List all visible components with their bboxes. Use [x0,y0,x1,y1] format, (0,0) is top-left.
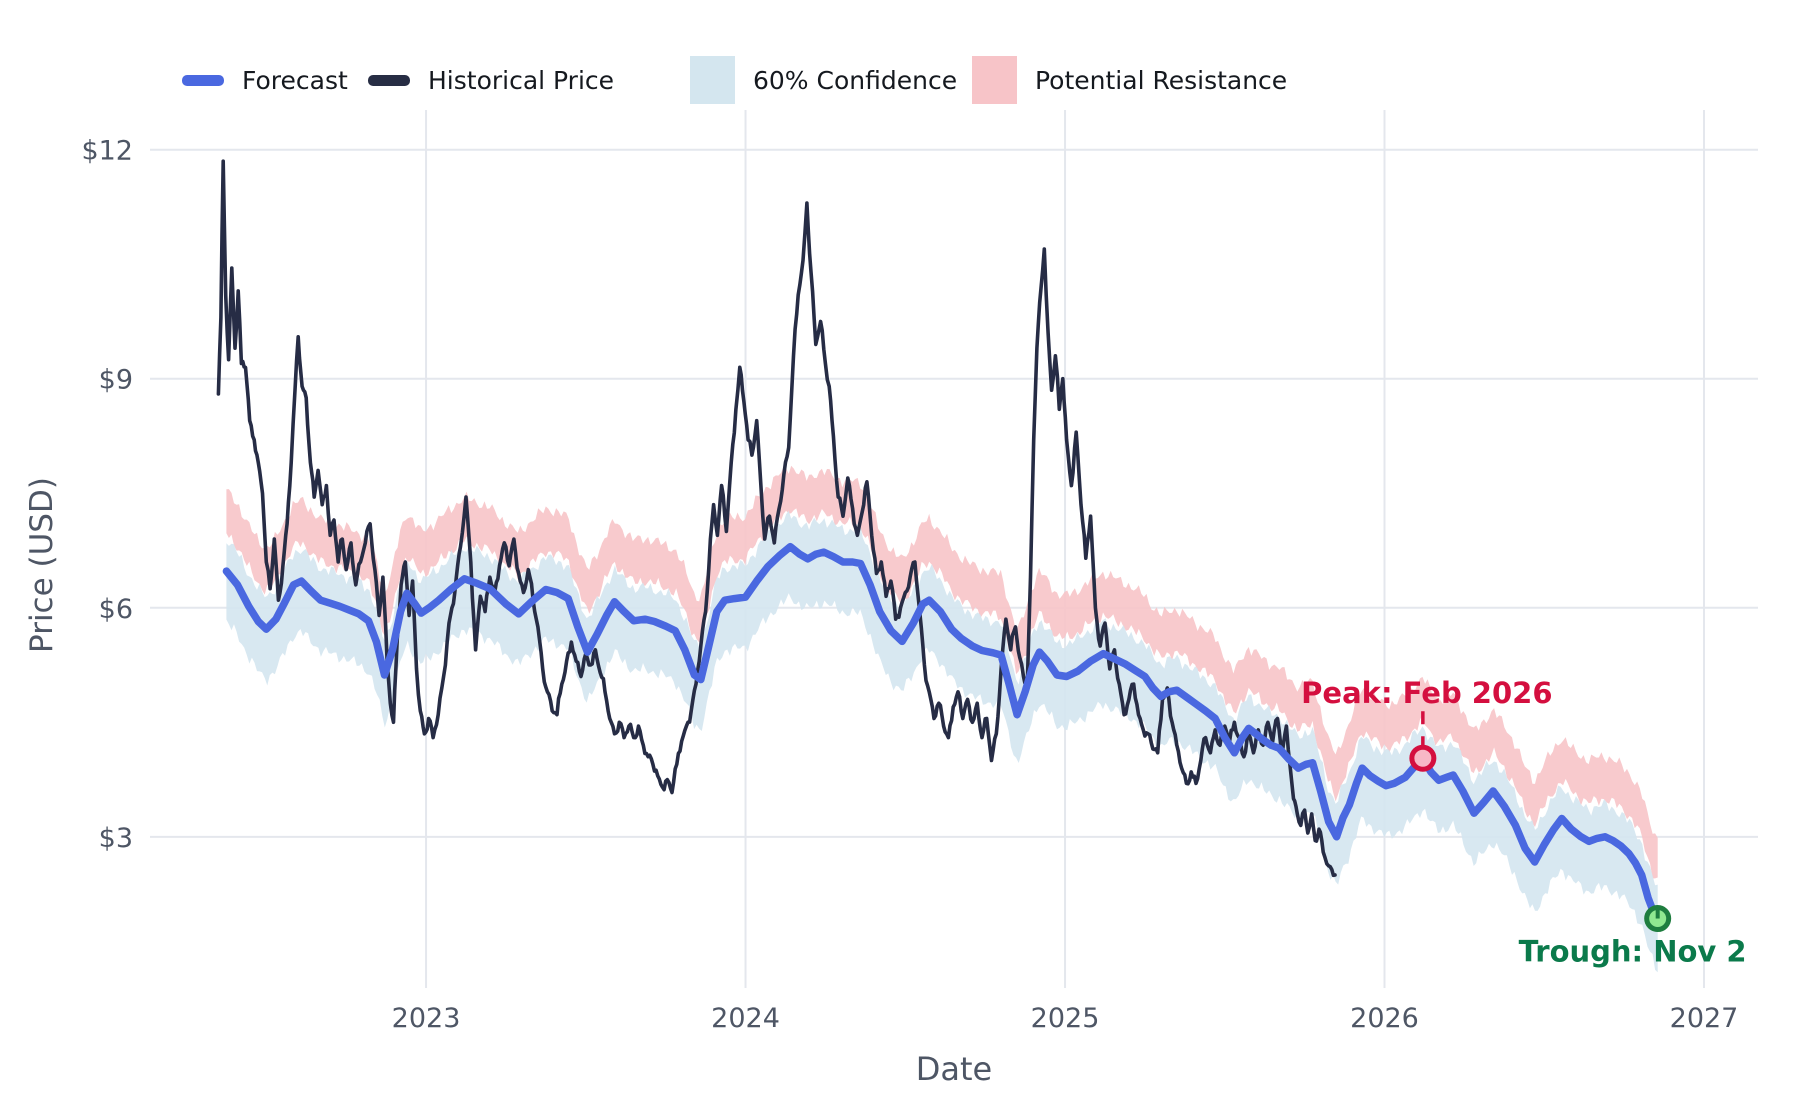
x-axis-title: Date [916,1050,992,1088]
legend-item-confidence: 60% Confidence [690,50,957,110]
trough-annotation: Trough: Nov 2026 [1519,905,1800,969]
historical-price-line [216,159,1337,878]
potential-resistance-band [226,465,1658,879]
y-axis-title: Price (USD) [24,477,60,653]
60-confidence-band [226,510,1658,973]
y-tick-label: $9 [99,365,133,396]
axis-tick-labels: $3 $6 $9 $12 2023 2024 2025 2026 2027 [81,136,1738,1034]
confidence-band-swatch [690,56,735,104]
x-tick-label: 2025 [1031,1003,1100,1034]
resistance-band-swatch [972,56,1017,104]
legend-item-resistance: Potential Resistance [972,50,1287,110]
y-tick-label: $6 [99,594,133,625]
x-tick-label: 2023 [392,1003,461,1034]
historical-line-swatch [368,74,410,86]
forecast-line [222,542,1662,923]
peak-annotation: Peak: Feb 2026 [1301,676,1553,772]
legend-label-resistance: Potential Resistance [1035,65,1288,95]
x-tick-label: 2026 [1350,1003,1419,1034]
trough-label: Trough: Nov 2026 [1519,935,1800,969]
legend-item-forecast: Forecast [182,50,348,110]
legend-label-confidence: 60% Confidence [753,65,958,95]
legend-label-forecast: Forecast [242,65,348,95]
forecast-line-swatch [182,74,224,86]
legend-item-historical: Historical Price [368,50,614,110]
x-tick-label: 2024 [711,1003,780,1034]
legend-label-historical: Historical Price [428,65,615,95]
legend: Forecast Historical Price 60% Confidence… [0,50,1800,110]
peak-label: Peak: Feb 2026 [1301,676,1552,710]
y-tick-label: $3 [99,823,133,854]
x-tick-label: 2027 [1670,1003,1739,1034]
y-tick-label: $12 [81,136,133,167]
